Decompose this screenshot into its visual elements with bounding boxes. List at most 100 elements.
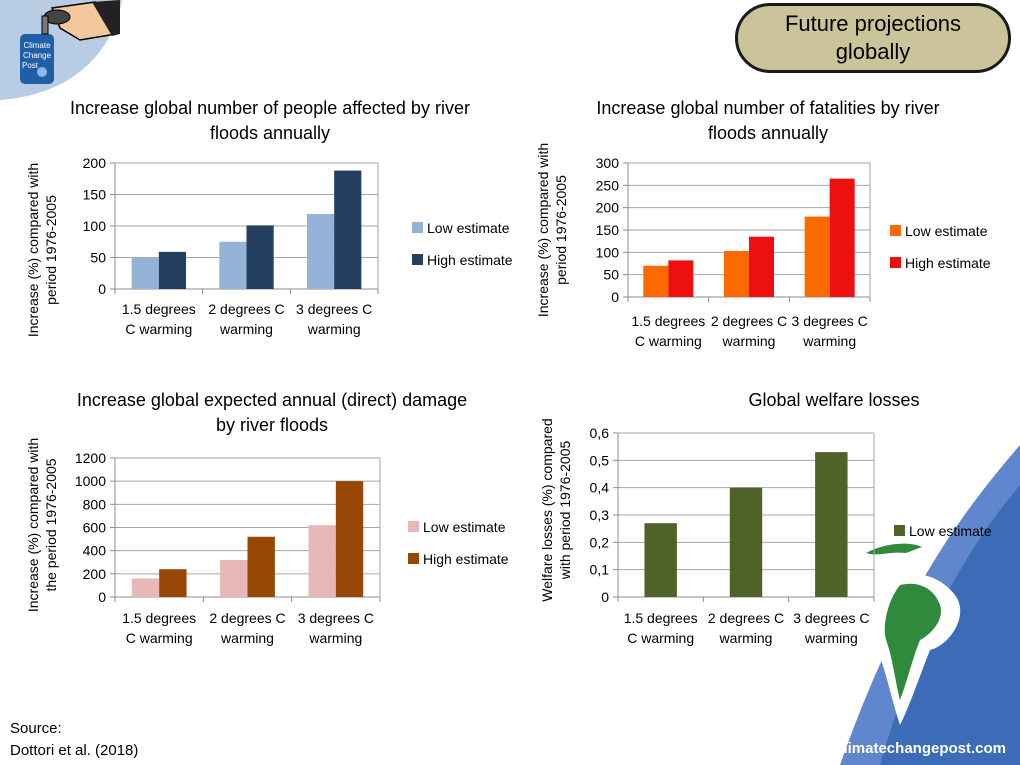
bar-low-estimate (644, 523, 677, 597)
x-category-label: 3 degrees C (793, 610, 869, 626)
x-category-label: 2 degrees C (209, 610, 285, 626)
y-tick-label: 400 (83, 543, 107, 559)
y-tick-label: 200 (83, 566, 107, 582)
bar-high-estimate (668, 260, 694, 297)
x-category-label: 1.5 degrees (122, 301, 196, 317)
y-tick-label: 300 (596, 155, 620, 171)
source-label: Source: (10, 720, 62, 737)
y-tick-label: 0 (611, 289, 619, 305)
y-tick-label: 0 (98, 589, 106, 605)
x-category-label: warming (802, 333, 856, 349)
x-category-label: warming (722, 333, 776, 349)
logo-corner: Climate Change Post (0, 0, 122, 100)
bar-high-estimate (749, 236, 775, 297)
legend-entry: High estimate (423, 551, 509, 567)
chart-damage: Increase global expected annual (direct)… (0, 385, 530, 665)
y-tick-label: 0 (601, 589, 609, 605)
legend-swatch (412, 254, 423, 265)
bar-low-estimate (804, 216, 830, 297)
x-category-label: warming (307, 321, 361, 337)
bar-low-estimate (131, 578, 160, 597)
chart-welfare-svg: Global welfare losses Welfare losses (%) … (539, 390, 992, 646)
x-category-label: 2 degrees C (711, 313, 787, 329)
y-tick-label: 100 (83, 218, 107, 234)
title-badge-text: Future projections globally (784, 11, 962, 64)
y-tick-label: 100 (596, 244, 620, 260)
chart-damage-svg: Increase global expected annual (direct)… (25, 390, 509, 646)
logo-text-2: Change (23, 51, 52, 60)
bar-high-estimate (158, 251, 187, 289)
bar-low-estimate (131, 257, 159, 289)
bar-low-estimate (643, 265, 669, 297)
y-tick-label: 150 (83, 187, 107, 203)
y-tick-label: 50 (603, 267, 619, 283)
chart-people-affected-svg: Increase global number of people affecte… (25, 98, 513, 337)
legend-swatch (890, 225, 901, 236)
y-tick-label: 800 (83, 496, 107, 512)
y-axis-label: Welfare losses (%) compared with period 1… (539, 418, 573, 601)
chart-welfare: Global welfare losses Welfare losses (%) … (510, 385, 1020, 665)
x-category-label: C warming (125, 321, 192, 337)
y-tick-label: 0,4 (590, 480, 610, 496)
chart-title-line: Increase global number of fatalities by … (596, 98, 939, 118)
chart-title-line: Increase global expected annual (direct)… (77, 390, 467, 410)
y-tick-label: 1000 (75, 473, 106, 489)
legend-swatch (412, 222, 423, 233)
legend-swatch (408, 553, 419, 564)
x-category-label: warming (804, 630, 858, 646)
footer-url-link[interactable]: www.climatechangepost.com (796, 740, 1007, 757)
y-axis-label: Increase (%) compared with period 1976-20… (25, 163, 59, 337)
y-axis-label: Increase (%) compared with period 1976-20… (535, 143, 569, 317)
legend-entry: Low estimate (423, 519, 506, 535)
y-tick-label: 250 (596, 177, 620, 193)
chart-fatalities-svg: Increase global number of fatalities by … (535, 98, 991, 349)
y-tick-label: 0,2 (590, 534, 610, 550)
x-category-label: 1.5 degrees (122, 610, 196, 626)
x-category-label: 2 degrees C (708, 610, 784, 626)
bar-low-estimate (723, 250, 749, 297)
legend-swatch (894, 525, 905, 536)
x-category-label: C warming (627, 630, 694, 646)
source-note: Source: Dottori et al. (2018) (10, 718, 138, 762)
x-category-label: C warming (635, 333, 702, 349)
bar-high-estimate (334, 170, 362, 289)
x-category-label: 1.5 degrees (631, 313, 705, 329)
logo-text-1: Climate (23, 41, 51, 50)
y-tick-label: 200 (83, 155, 107, 171)
bar-low-estimate (219, 241, 247, 289)
x-category-label: 1.5 degrees (624, 610, 698, 626)
chart-title-line: Global welfare losses (748, 390, 919, 410)
bar-low-estimate (308, 525, 336, 597)
y-tick-label: 0 (98, 281, 106, 297)
x-category-label: 3 degrees C (298, 610, 374, 626)
globe-decoration (840, 445, 1020, 765)
y-tick-label: 1200 (75, 450, 106, 466)
x-category-label: warming (220, 630, 274, 646)
x-category-label: warming (719, 630, 773, 646)
bar-high-estimate (246, 225, 274, 289)
legend-entry: High estimate (905, 255, 991, 271)
y-tick-label: 200 (596, 200, 620, 216)
x-category-label: warming (308, 630, 362, 646)
y-tick-label: 0,5 (590, 452, 610, 468)
title-badge: Future projections globally (735, 3, 1011, 73)
legend-entry: High estimate (427, 252, 513, 268)
chart-title-line: floods annually (210, 123, 330, 143)
x-category-label: 2 degrees C (208, 301, 284, 317)
chart-title-line: by river floods (216, 415, 328, 435)
bar-low-estimate (306, 214, 335, 289)
legend-swatch (408, 521, 419, 532)
legend-entry: Low estimate (905, 223, 988, 239)
x-category-label: 3 degrees C (296, 301, 372, 317)
bar-high-estimate (335, 481, 364, 597)
chart-fatalities: Increase global number of fatalities by … (510, 90, 1020, 370)
y-tick-label: 50 (90, 250, 106, 266)
x-category-label: C warming (126, 630, 193, 646)
x-category-label: warming (219, 321, 273, 337)
x-category-label: 3 degrees C (792, 313, 868, 329)
legend-entry: Low estimate (427, 220, 510, 236)
legend-swatch (890, 257, 901, 268)
bar-high-estimate (829, 178, 855, 297)
bar-low-estimate (220, 559, 248, 597)
y-axis-label: Increase (%) compared with the period 197… (25, 438, 59, 612)
